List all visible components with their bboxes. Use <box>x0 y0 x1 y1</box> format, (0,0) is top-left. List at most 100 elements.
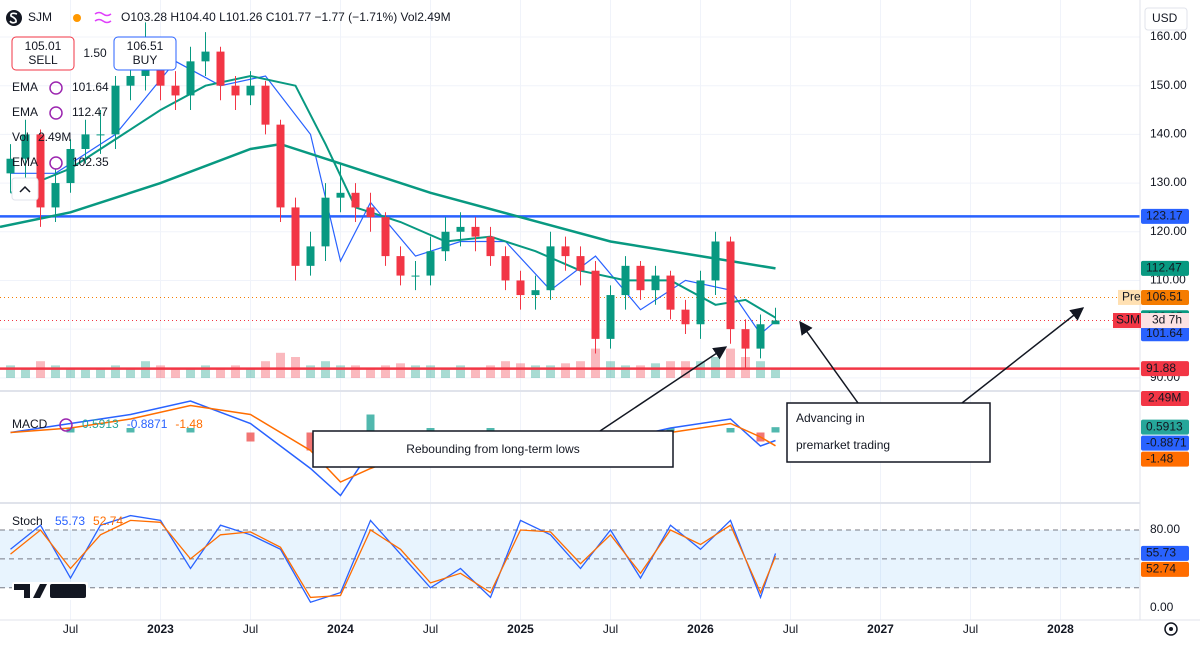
collapse-button[interactable] <box>11 177 39 201</box>
legend-name: EMA <box>12 155 38 169</box>
candle-body <box>441 231 450 252</box>
annotation-arrow <box>961 307 1085 404</box>
spread: 1.50 <box>83 46 107 60</box>
annotation-text: Advancing in <box>796 411 865 425</box>
candle-body <box>531 290 540 296</box>
current-tag-bg <box>1113 313 1141 329</box>
legend-icon <box>59 418 73 432</box>
candle-body <box>501 256 510 281</box>
volume-bar <box>426 365 435 378</box>
macd-histogram-bar <box>366 414 375 433</box>
legend-name: EMA <box>12 80 38 94</box>
premarket-tag-bg <box>1118 289 1141 305</box>
macd-histogram-bar <box>771 427 780 433</box>
candle-body <box>651 275 660 291</box>
pane-legend-name: Stoch <box>12 514 43 528</box>
candle-body <box>261 85 270 125</box>
macd-histogram-bar <box>246 432 255 442</box>
volume-bar <box>486 365 495 378</box>
buy-label: BUY <box>133 53 158 67</box>
candle-body <box>756 324 765 349</box>
axis-label: 112.47 <box>1146 261 1182 275</box>
x-tick-label: 2024 <box>327 622 354 636</box>
volume-bar <box>351 365 360 378</box>
candle-body <box>351 192 360 208</box>
candle-body <box>426 251 435 276</box>
candle-body <box>276 124 285 208</box>
candle-body <box>21 134 30 159</box>
candle-body <box>606 295 615 339</box>
candle-body <box>246 85 255 96</box>
volume-bar <box>96 367 105 378</box>
volume-bar <box>216 367 225 378</box>
legend-value: 101.64 <box>72 80 109 94</box>
volume-bar <box>81 369 90 378</box>
volume-bar <box>396 363 405 378</box>
macd-histogram-bar <box>66 428 75 433</box>
volume-bar <box>366 367 375 378</box>
x-tick-label: Jul <box>603 622 618 636</box>
axis-label: 55.73 <box>1146 546 1176 560</box>
volume-bar <box>231 365 240 378</box>
currency-box[interactable] <box>1144 7 1188 31</box>
x-tick-label: Jul <box>423 622 438 636</box>
candle-body <box>306 246 315 266</box>
volume-bar <box>441 367 450 378</box>
candle-body <box>561 246 570 257</box>
candle-body <box>381 217 390 257</box>
volume-bar <box>21 367 30 378</box>
candle-body <box>171 85 180 96</box>
legend-icon <box>49 156 63 170</box>
axis-label-bg <box>1141 419 1189 435</box>
candle-body <box>81 134 90 149</box>
candle-body <box>186 61 195 96</box>
sell-button[interactable] <box>11 36 75 71</box>
x-tick-label: Jul <box>783 622 798 636</box>
legend-value: -0.8871 <box>127 417 168 431</box>
volume-bar <box>201 365 210 378</box>
candle-body <box>366 207 375 218</box>
volume-bar <box>471 367 480 378</box>
axis-label-bg <box>1141 545 1189 561</box>
candle-body <box>321 197 330 247</box>
volume-bar <box>336 365 345 378</box>
annotation-text: Rebounding from long-term lows <box>406 442 579 456</box>
candle-body <box>681 309 690 325</box>
legend-value: 0.5913 <box>82 417 119 431</box>
volume-bar <box>306 365 315 378</box>
axis-label-bg <box>1141 561 1189 577</box>
volume-bar <box>456 365 465 378</box>
x-tick-label: 2025 <box>507 622 534 636</box>
axis-label: -0.8871 <box>1146 435 1187 449</box>
candle-body <box>6 158 15 174</box>
flag-icon <box>94 11 112 24</box>
x-tick-label: Jul <box>243 622 258 636</box>
volume-bar <box>591 348 600 378</box>
volume-bar <box>516 363 525 378</box>
y-tick-label: 0.00 <box>1150 600 1174 614</box>
candle-body <box>666 275 675 310</box>
candle-body <box>336 192 345 198</box>
macd-histogram-bar <box>126 428 135 433</box>
volume-bar <box>546 365 555 378</box>
volume-bar <box>636 365 645 378</box>
candle-body <box>696 280 705 325</box>
y-tick-label: 130.00 <box>1150 175 1187 189</box>
buy-button[interactable] <box>113 36 177 71</box>
premarket-tag: Pre <box>1122 290 1141 304</box>
candle-body <box>516 280 525 296</box>
candle-body <box>456 226 465 232</box>
x-tick-label: Jul <box>963 622 978 636</box>
candle-body <box>711 241 720 281</box>
legend-value: 2.49M <box>38 130 71 144</box>
settings-icon[interactable] <box>1164 622 1178 636</box>
legend-value: -1.48 <box>175 417 203 431</box>
legend-icon <box>49 81 63 95</box>
volume-bar <box>276 352 285 378</box>
candle-body <box>126 75 135 86</box>
legend-value: 112.47 <box>72 105 108 119</box>
candle-body <box>411 275 420 277</box>
axis-label: 101.64 <box>1146 326 1183 340</box>
volume-bar <box>246 367 255 378</box>
stoch-line <box>10 514 777 603</box>
